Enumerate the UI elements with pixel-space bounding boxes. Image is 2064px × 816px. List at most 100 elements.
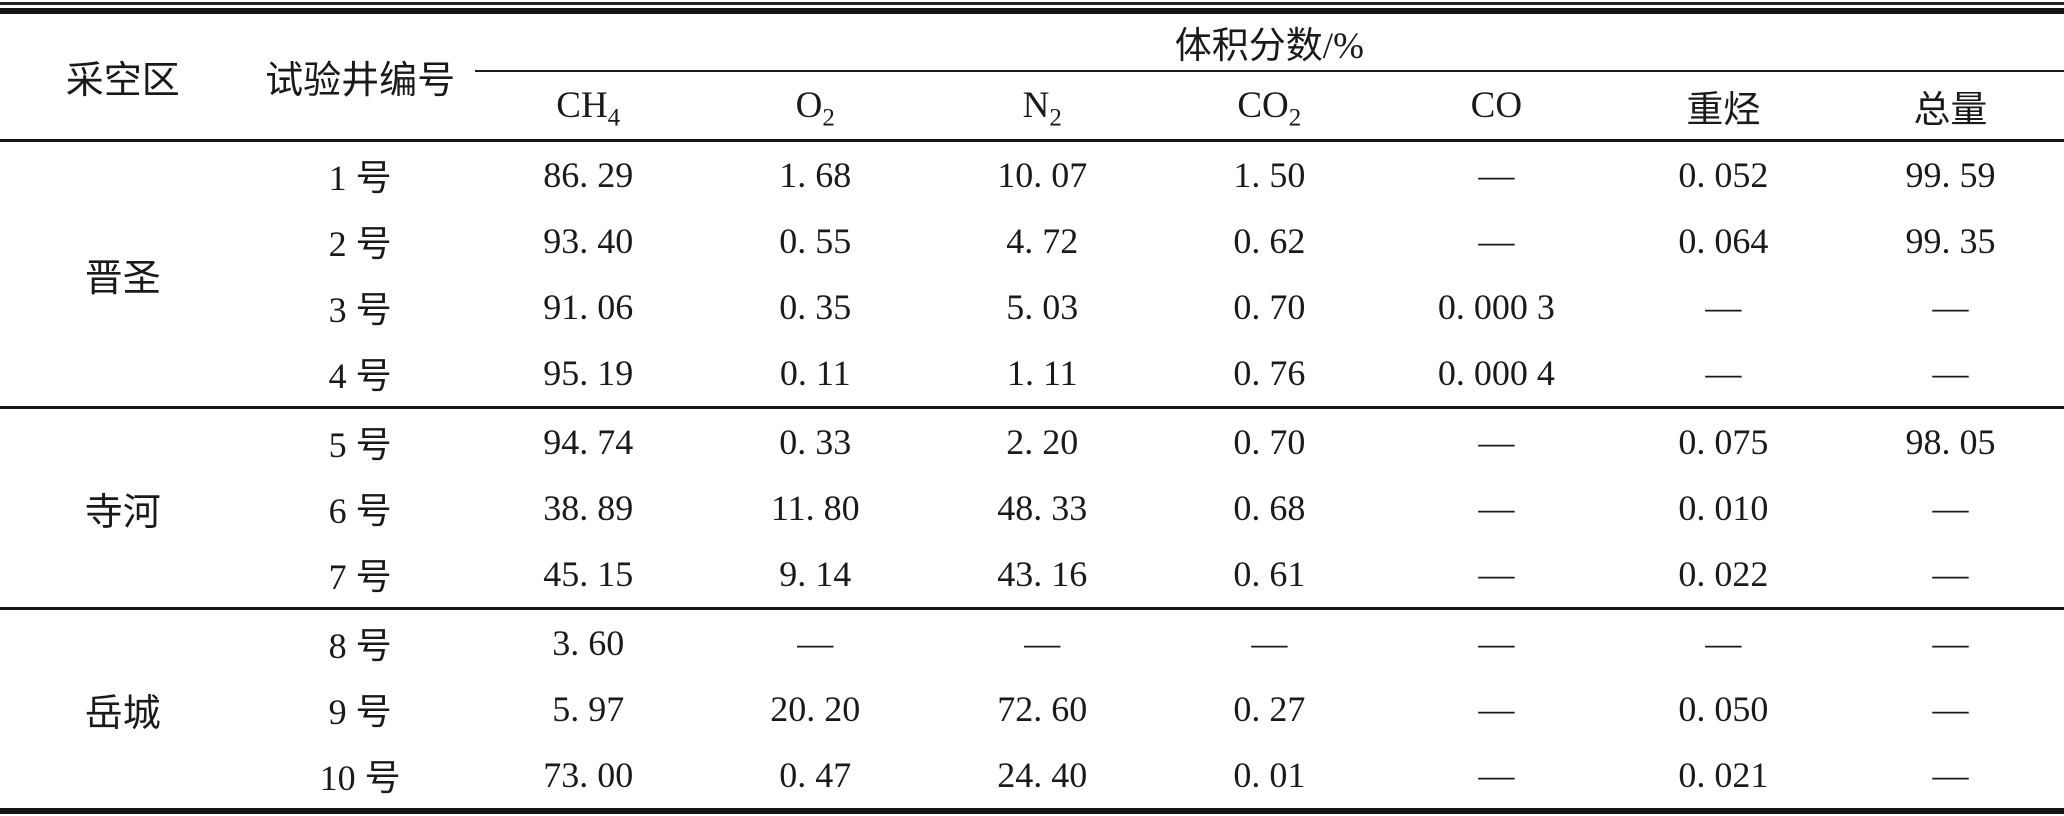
well-number-cell: 9 号 [328,692,392,732]
value-cell-co2: 0. 61 [1155,541,1383,610]
column-header-o2: O2 [701,71,929,142]
value-cell-n2: — [1024,623,1061,663]
value-cell-co2: 0. 01 [1233,755,1306,795]
value-cell-ch4: 5. 97 [552,689,625,729]
value-cell-co: — [1478,422,1515,462]
column-header-co2: CO2 [1155,71,1383,142]
value-cell-co2: 0. 70 [1233,287,1306,327]
gas-formula-subscript: 2 [822,104,835,132]
well-number-cell: 8 号 [328,626,392,666]
value-cell-ch4: 73. 00 [543,755,634,795]
value-cell-o2: 0. 35 [779,287,852,327]
gas-formula-subscript: 2 [1049,104,1062,132]
value-cell-ch4: 45. 15 [474,541,702,610]
value-cell-ch4: 93. 40 [543,221,634,261]
gas-formula-subscript: 4 [607,104,621,132]
value-cell-co: — [1478,623,1515,663]
value-cell-co: — [1382,541,1610,610]
value-cell-heavy-hydrocarbons: — [1609,340,1837,409]
table-row: 10 号 73. 00 0. 47 24. 40 0. 01 — 0. 021 … [0,742,2064,808]
header-row-gases: CH4 O2 N2 CO2 CO 重烃 总量 [0,71,2064,142]
table-top-rule-thin [0,2,2064,5]
well-number-cell: 7 号 [245,541,475,610]
well-number-cell: 1 号 [328,158,392,198]
group-sihe: 寺河 5 号 94. 74 0. 33 2. 20 0. 70 — 0. 075… [0,407,2064,610]
value-cell-n2: 2. 20 [1006,422,1079,462]
value-cell-co: — [1478,689,1515,729]
value-cell-total: — [1932,755,1969,795]
value-cell-co2: — [1251,623,1288,663]
column-header-n2: N2 [928,71,1156,142]
value-cell-total: — [1932,689,1969,729]
table-row: 7 号 45. 15 9. 14 43. 16 0. 61 — 0. 022 — [0,541,2064,610]
header-row-top: 采空区 试验井编号 体积分数/% [0,14,2064,142]
value-cell-ch4: 94. 74 [543,422,634,462]
gas-formula: O [795,85,823,126]
value-cell-o2: 0. 11 [701,340,929,409]
value-cell-co2: 0. 70 [1233,422,1306,462]
group-label-sihe: 寺河 [0,407,246,610]
value-cell-o2: 20. 20 [770,689,861,729]
gas-volume-fraction-table: 采空区 试验井编号 体积分数/% CH4 O2 N2 CO2 CO 重烃 总量 … [0,14,2064,808]
gas-formula: CO [1470,85,1523,126]
value-cell-co2: 1. 50 [1233,155,1306,195]
value-cell-ch4: 91. 06 [543,287,634,327]
gas-formula: 重烃 [1686,89,1761,131]
table-row: 晋圣 1 号 86. 29 1. 68 10. 07 1. 50 — 0. 05… [0,140,2064,409]
value-cell-total: — [1932,488,1969,528]
value-cell-total: — [1836,541,2064,610]
value-cell-n2: 24. 40 [997,755,1088,795]
well-number-cell: 4 号 [245,340,475,409]
value-cell-n2: 1. 11 [928,340,1156,409]
value-cell-o2: 1. 68 [779,155,852,195]
value-cell-heavy-hydrocarbons: 0. 075 [1678,422,1769,462]
table-row: 9 号 5. 97 20. 20 72. 60 0. 27 — 0. 050 — [0,676,2064,742]
group-label-yuecheng: 岳城 [84,692,161,735]
value-cell-ch4: 3. 60 [552,623,625,663]
well-number-cell: 10 号 [319,758,401,798]
value-cell-n2: 43. 16 [928,541,1156,610]
group-label-jinsheng: 晋圣 [0,140,246,409]
column-header-co: CO [1382,71,1610,142]
value-cell-n2: 4. 72 [1006,221,1079,261]
column-header-goaf-area: 采空区 [0,14,246,142]
column-header-total: 总量 [1836,71,2064,142]
column-header-heavy-hydrocarbons: 重烃 [1609,71,1837,142]
table-row: 2 号 93. 40 0. 55 4. 72 0. 62 — 0. 064 99… [0,208,2064,274]
column-header-ch4: CH4 [474,71,702,142]
value-cell-heavy-hydrocarbons: 0. 064 [1678,221,1769,261]
table-bottom-rule [0,808,2064,814]
value-cell-co: — [1478,488,1515,528]
value-cell-total: — [1836,340,2064,409]
value-cell-heavy-hydrocarbons: 0. 050 [1678,689,1769,729]
gas-formula: 总量 [1913,89,1988,131]
table-row: 4 号 95. 19 0. 11 1. 11 0. 76 0. 000 4 — … [0,340,2064,409]
value-cell-heavy-hydrocarbons: 0. 010 [1678,488,1769,528]
table-row: 3 号 91. 06 0. 35 5. 03 0. 70 0. 000 3 — … [0,274,2064,340]
value-cell-o2: 0. 33 [779,422,852,462]
group-yuecheng: 岳城 8 号 3. 60 — — — — — — 9 号 5. 97 20. 2… [0,609,2064,809]
value-cell-heavy-hydrocarbons: 0. 022 [1609,541,1837,610]
well-number-cell: 3 号 [328,290,392,330]
value-cell-total: — [1932,623,1969,663]
table-row: 寺河 5 号 94. 74 0. 33 2. 20 0. 70 — 0. 075… [0,407,2064,610]
value-cell-n2: 48. 33 [997,488,1088,528]
value-cell-o2: 0. 55 [779,221,852,261]
value-cell-n2: 10. 07 [997,155,1088,195]
value-cell-co2: 0. 62 [1233,221,1306,261]
value-cell-ch4: 95. 19 [474,340,702,409]
value-cell-ch4: 86. 29 [543,155,634,195]
value-cell-total: 98. 05 [1905,422,1996,462]
value-cell-co2: 0. 68 [1233,488,1306,528]
value-cell-heavy-hydrocarbons: 0. 021 [1678,755,1769,795]
group-jinsheng: 晋圣 1 号 86. 29 1. 68 10. 07 1. 50 — 0. 05… [0,140,2064,409]
table-header: 采空区 试验井编号 体积分数/% CH4 O2 N2 CO2 CO 重烃 总量 [0,14,2064,142]
value-cell-total: — [1932,287,1969,327]
value-cell-co2: 0. 27 [1233,689,1306,729]
value-cell-o2: 0. 47 [779,755,852,795]
value-cell-co2: 0. 76 [1155,340,1383,409]
value-cell-co: — [1478,221,1515,261]
table-top-rule-thick [0,8,2064,14]
gas-formula: CH [556,85,608,126]
value-cell-heavy-hydrocarbons: — [1705,287,1742,327]
